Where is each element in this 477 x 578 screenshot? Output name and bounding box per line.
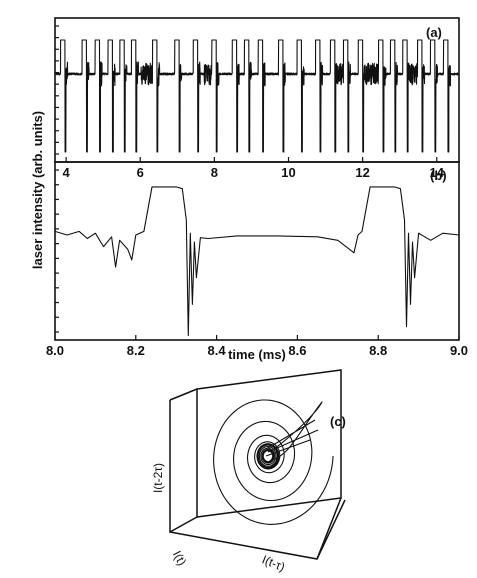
panel-b: 8.0 8.2 8.4 8.6 8.8 9.0 (b) time (ms) — [46, 161, 468, 362]
panel-b-trace — [54, 186, 460, 337]
panel-b-tag: (b) — [430, 168, 447, 183]
phase-axis-x-label: I(t) — [170, 548, 189, 568]
panel-c-attractor — [213, 399, 334, 525]
panel-c-box — [169, 369, 346, 560]
x-tick-label: 8.6 — [288, 343, 306, 358]
x-tick-label: 8.0 — [46, 343, 64, 358]
panel-b-x-ticks: 8.0 8.2 8.4 8.6 8.8 9.0 — [46, 169, 468, 358]
x-tick-label: 4 — [63, 165, 71, 180]
x-tick-label: 9.0 — [450, 343, 468, 358]
x-axis-title: time (ms) — [228, 347, 286, 362]
x-tick-label: 14 — [430, 165, 445, 180]
panel-c-tag: (c) — [330, 414, 346, 429]
x-tick-label: 10 — [281, 165, 295, 180]
panel-b-frame — [54, 161, 460, 341]
x-tick-label: 8.8 — [369, 343, 387, 358]
x-tick-label: 8.2 — [127, 343, 145, 358]
panel-a-trace — [55, 39, 459, 153]
panel-a-x-ticks: 4 6 8 10 12 14 — [55, 25, 445, 180]
panel-c-box-front — [169, 400, 346, 560]
phase-axis-y-label: I(t-τ) — [260, 552, 287, 574]
panel-a: 4 6 8 10 12 14 (a) — [54, 17, 460, 180]
x-tick-label: 8.4 — [208, 343, 227, 358]
panel-a-tag: (a) — [426, 25, 442, 40]
panel-c: (c) I(t-2τ) I(t) I(t-τ) — [151, 369, 346, 574]
x-tick-label: 8 — [211, 165, 218, 180]
panel-c-box-edges — [169, 388, 342, 560]
phase-axis-z-label: I(t-2τ) — [151, 463, 165, 493]
panel-a-frame — [54, 17, 460, 163]
y-axis-title: laser intensity (arb. units) — [30, 111, 45, 269]
x-tick-label: 12 — [355, 165, 369, 180]
x-tick-label: 6 — [137, 165, 144, 180]
